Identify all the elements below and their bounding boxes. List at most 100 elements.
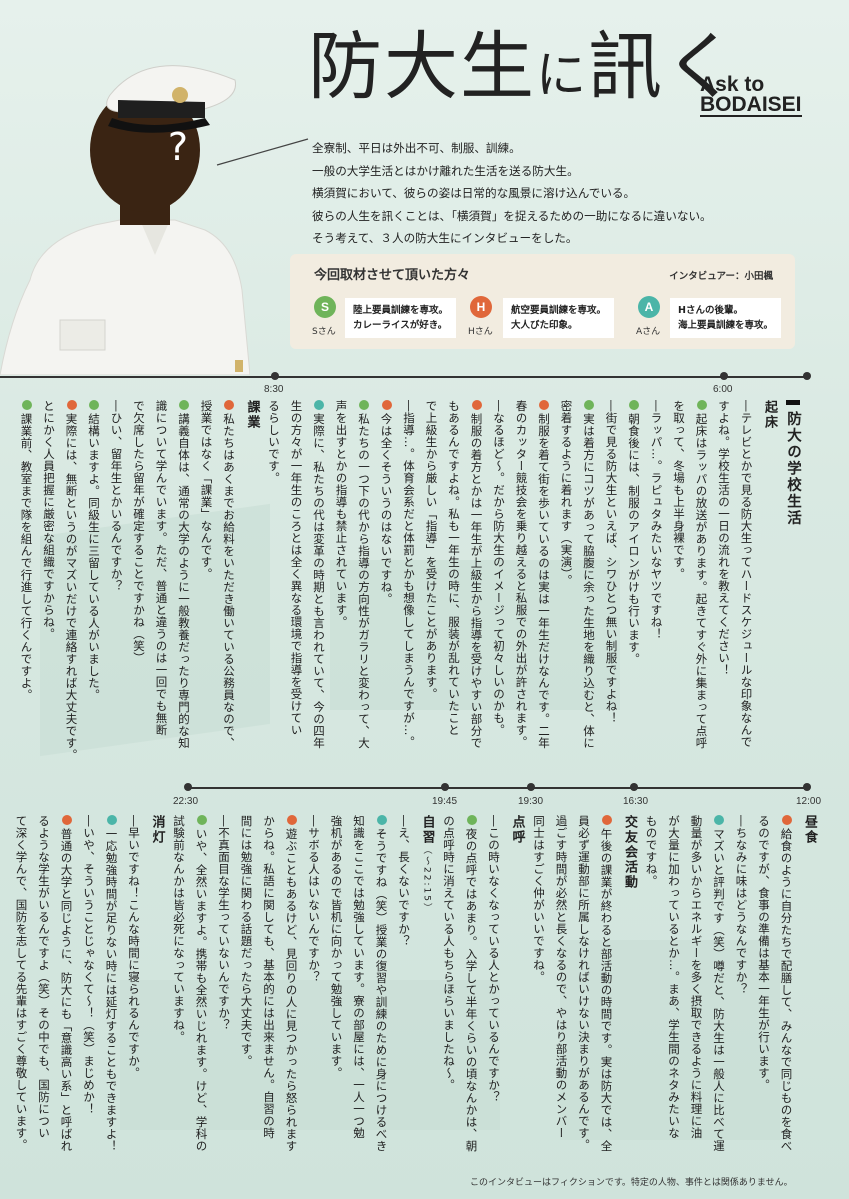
heading-text: 防大の学校生活 (785, 411, 801, 527)
line-text: 午後の課業が終わると部活動の時間です。実は防大では、全 (599, 828, 614, 1152)
line-text: 課業 (244, 400, 260, 430)
interview-line: 一応勉強時間が足りない時には延灯することもできますよ！ (100, 815, 123, 1170)
line-text: もあるんですよね。私も一年生の時に、服装が乱れていたこと (447, 400, 461, 736)
line-text: が大量に加わっているとか…。まあ、学生間のネタみたいな (667, 815, 681, 1139)
line-text: 過ごす時間が必然と長くなるので、やはり部活動のメンバー (554, 815, 569, 1139)
timeline-top (0, 376, 810, 378)
line-text: 結構いますよ。同級生に三留している人がいました。 (87, 413, 101, 701)
interview-line: ―ひい、留年生とかいるんですか？ (105, 400, 128, 760)
line-text: 試験前なんかは皆必死になっていますね。 (172, 815, 186, 1043)
interview-line: るのですが、食事の準備は基本一年生が行います。 (753, 815, 776, 1170)
question-mark-text: ? (168, 125, 188, 169)
line-text: ―指導…。体育会系だと体罰とかも想像してしまうんですが…。 (402, 400, 416, 748)
badge-h: H (470, 296, 492, 318)
interview-line: 実際には、無断というのがマズいだけで連絡すれば大丈夫です。 (60, 400, 83, 761)
intro-line: 全寮制、平日は外出不可、制服、訓練。 (312, 141, 521, 155)
desc-line: 航空要員訓練を専攻。 (511, 305, 607, 316)
interview-line: ―この時いなくなっている人とかっているんですか？ (483, 815, 506, 1170)
line-text: で上級生から厳しい「指導」を受けたことがあります。 (424, 400, 439, 700)
interview-line: もあるんですよね。私も一年生の時に、服装が乱れていたこと (443, 400, 466, 760)
line-text: 今は全くそういうのはないですね。 (379, 413, 394, 605)
interview-line: 知識をここでは勉強しています。寮の部屋には、一人一つ勉 (348, 815, 371, 1170)
timeline-bottom (185, 787, 810, 789)
interview-line: 過ごす時間が必然と長くなるので、やはり部活動のメンバー (550, 815, 573, 1170)
section-note: （〜22:15） (421, 845, 432, 914)
line-text: 密着するように着れます（実演）。 (559, 400, 574, 587)
interviewee-name: Sさん (312, 327, 336, 337)
line-text: 点呼 (509, 815, 525, 845)
line-text: 員必ず運動部に所属しなければいけない決まりがあるんです。 (577, 815, 591, 1151)
interview-line: を取って、冬場も上半身裸です。 (668, 400, 691, 760)
interview-line: 同士はすごく仲がいいですね。 (528, 815, 551, 1170)
speaker-marker-a (376, 815, 387, 825)
interview-line: ―なるほど〜。だから防大生のイメージって初々しいのかも。 (488, 400, 511, 760)
section-subheading: 点呼 (505, 815, 528, 1170)
interview-line: 間には勉強に関わる話題だったら大丈夫です。 (235, 815, 258, 1170)
interview-line: 制服の着方とかは一年生が上級生から指導を受けやすい部分で (465, 400, 488, 760)
timeline-dot (630, 783, 638, 791)
interview-line: ―不真面目な学生っていないんですか？ (213, 815, 236, 1170)
interview-line: ―え、長くないですか？ (393, 815, 416, 1170)
intro-line: 彼らの人生を訊くことは、「横須賀」を捉えるための一助になるに違いない。 (312, 208, 712, 223)
speaker-marker-a (106, 815, 117, 825)
interview-line: 課業前、教室まで隊を組んで行進して行くんですよ。 (15, 400, 38, 760)
page-title: 防大生に訊く (308, 30, 740, 104)
timeline-dot (527, 783, 535, 791)
interview-line: 春のカッター競技会を乗り越えると私服での外出が許されます。 (510, 400, 533, 760)
section-subheading: 起床 (758, 400, 781, 760)
title-part: 防大生 (308, 24, 536, 110)
speaker-marker-h (381, 400, 392, 410)
line-text: とにかく人員把握に厳密な組織ですからね。 (42, 400, 56, 640)
line-text: 一応勉強時間が足りない時には延灯することもできますよ！ (104, 828, 119, 1152)
interview-line: 私たちはあくまでお給料をいただき働いている公務員なので、 (218, 400, 241, 760)
interview-line: 授業ではなく「課業」なんです。 (195, 400, 218, 760)
line-text: 識について学んでいます。ただ、普通と違うのは一回でも無断 (154, 400, 169, 736)
section-heading: 防大の学校生活 (783, 400, 804, 527)
line-text: 同士はすごく仲がいいですね。 (532, 815, 546, 983)
line-text: 間には勉強に関わる話題だったら大丈夫です。 (239, 815, 254, 1067)
interview-line: 密着するように着れます（実演）。 (555, 400, 578, 760)
line-text: からね。私語に関しても、基本的には出来ません。自習の時 (262, 815, 276, 1139)
line-text: 普通の大学と同じように、防大にも「意識高い系」と呼ばれ (59, 828, 74, 1152)
line-text: 給食のように自分たちで配膳して、みんなで同じものを食べ (779, 828, 794, 1152)
time-label: 19:45 (432, 796, 458, 807)
interview-line: 遊ぶこともあるけど、見回りの人に見つかったら怒られます (280, 815, 303, 1170)
speaker-marker-s (359, 400, 369, 410)
time-label: 22:30 (173, 796, 199, 807)
heading-bar (786, 400, 800, 405)
line-text: いや、全然いますよ。携帯も全然いじれます。けど、学科の (194, 828, 209, 1152)
interview-line: 識について学んでいます。ただ、普通と違うのは一回でも無断 (150, 400, 173, 760)
time-label: 16:30 (623, 796, 649, 807)
line-text: ―この時いなくなっている人とかっているんですか？ (487, 815, 501, 1103)
line-text: 朝食後には、制服のアイロンがけも行います。 (627, 413, 641, 665)
line-text: るような学生がいるんですよ（笑）その中でも、国防につい (37, 815, 51, 1139)
interviewer-credit: インタビュアー：小田楓 (669, 271, 773, 282)
title-part: に (536, 46, 588, 104)
desc-line: 海上要員訓練を専攻。 (678, 320, 774, 331)
timeline-dot (441, 783, 449, 791)
speaker-marker-a (714, 815, 724, 825)
line-text: 起床はラッパの放送があります。起きてすぐ外に集まって点呼 (694, 413, 709, 749)
interview-line: 起床はラッパの放送があります。起きてすぐ外に集まって点呼 (690, 400, 713, 760)
line-text: ―街で見る防大生といえば、シワひとつ無い制服ですよね！ (604, 400, 619, 724)
fiction-disclaimer: このインタビューはフィクションです。特定の人物、事件とは関係ありません。 (470, 1178, 793, 1188)
interview-line: 員必ず運動部に所属しなければいけない決まりがあるんです。 (573, 815, 596, 1170)
line-text: 私たちはあくまでお給料をいただき働いている公務員なので、 (222, 413, 236, 749)
line-text: ―早いですね！こんな時間に寝られるんですか。 (127, 815, 141, 1079)
interview-line: ―いや、そういうことじゃなくて〜！（笑）まじめか！ (78, 815, 101, 1170)
line-text: 消灯 (149, 815, 165, 845)
interviewee-desc: 陸上要員訓練を専攻。 カレーライスが好き。 (345, 298, 457, 338)
line-text: 起床 (762, 400, 777, 430)
desc-line: Hさんの後輩。 (678, 305, 743, 316)
interview-line: 普通の大学と同じように、防大にも「意識高い系」と呼ばれ (55, 815, 78, 1170)
line-text: ―いや、そういうことじゃなくて〜！（笑）まじめか！ (82, 815, 96, 1115)
interview-line: るような学生がいるんですよ（笑）その中でも、国防につい (33, 815, 56, 1170)
interview-line: ―指導…。体育会系だと体罰とかも想像してしまうんですが…。 (398, 400, 421, 760)
bottom-interview-text: 昼食 給食のように自分たちで配膳して、みんなで同じものを食べ るのですが、食事の準備… (15, 815, 820, 1170)
line-text: 夜の点呼ではあまり。入学して半年くらいの頃なんかは、朝 (464, 828, 479, 1152)
timeline-dot (184, 783, 192, 791)
interview-line: 今は全くそういうのはないですね。 (375, 400, 398, 760)
intro-line: そう考えて、３人の防大生にインタビューをした。 (312, 231, 578, 245)
line-text: で欠席したら留年が確定することですかね（笑） (132, 400, 146, 664)
line-text: そうですね（笑）授業の復習や訓練のために身につけるべき (374, 828, 389, 1152)
